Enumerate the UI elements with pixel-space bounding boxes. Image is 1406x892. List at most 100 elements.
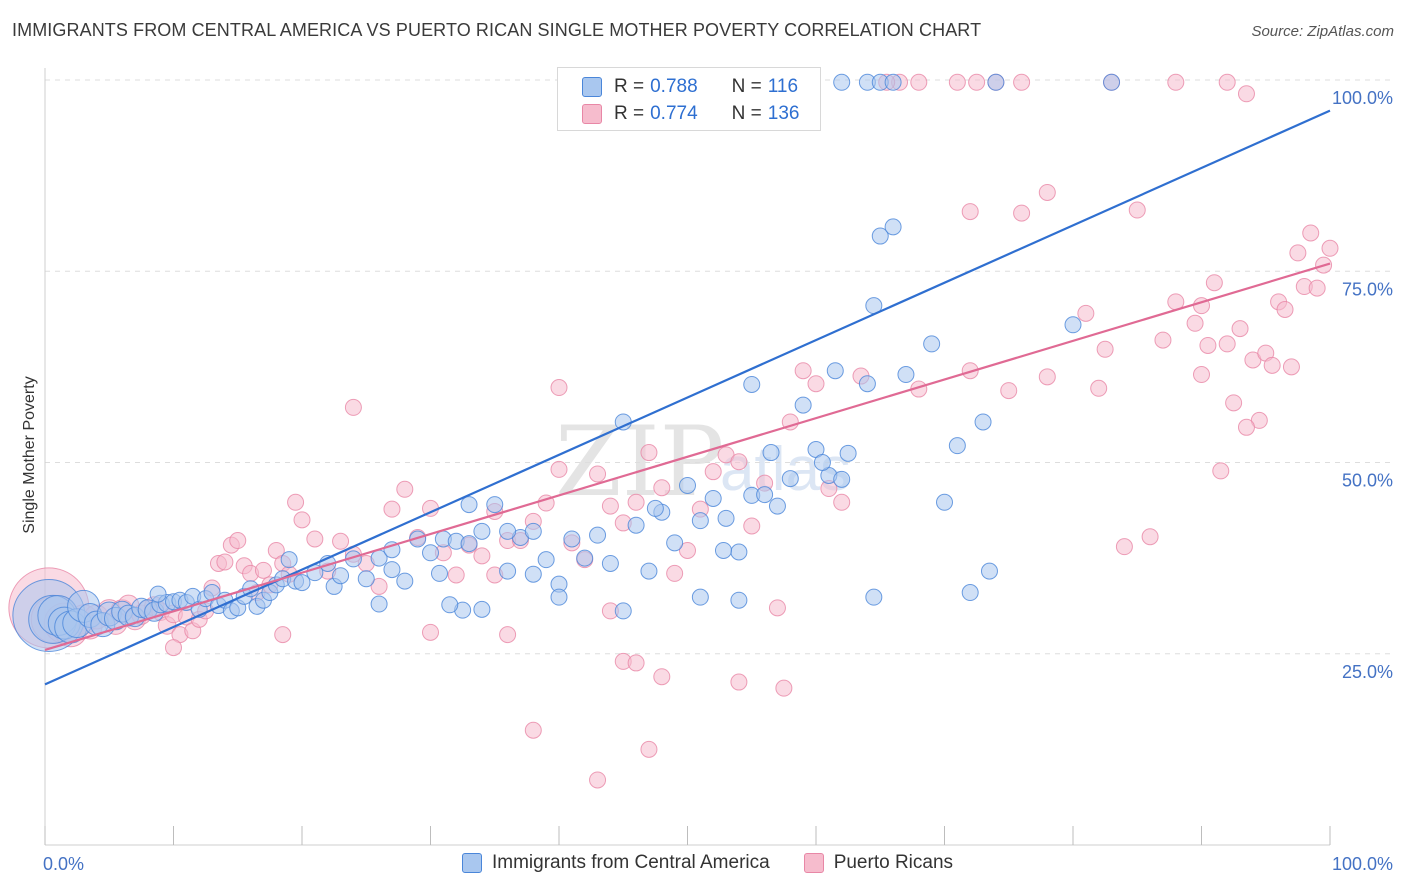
legend-swatch-pink bbox=[803, 853, 824, 873]
data-point bbox=[936, 493, 953, 511]
data-point bbox=[460, 535, 478, 553]
trend-lines bbox=[44, 109, 1331, 686]
data-point bbox=[1225, 394, 1243, 412]
data-point bbox=[627, 654, 645, 672]
data-point bbox=[229, 532, 247, 550]
data-point bbox=[550, 379, 568, 397]
data-point bbox=[499, 626, 517, 644]
data-point bbox=[460, 496, 478, 514]
data-point bbox=[794, 396, 812, 414]
data-point bbox=[717, 509, 735, 527]
data-point bbox=[601, 554, 619, 572]
data-point bbox=[679, 476, 696, 494]
y-tick-label: 25.0% bbox=[1342, 662, 1393, 682]
data-point bbox=[839, 444, 857, 462]
data-point bbox=[743, 517, 761, 535]
data-point bbox=[666, 564, 684, 582]
data-point bbox=[948, 73, 966, 91]
data-point bbox=[627, 516, 645, 534]
data-point bbox=[730, 453, 748, 471]
data-point bbox=[743, 375, 761, 393]
data-point bbox=[1167, 73, 1185, 91]
data-point bbox=[1218, 73, 1236, 91]
chart-title: IMMIGRANTS FROM CENTRAL AMERICA VS PUERT… bbox=[12, 20, 982, 40]
legend-item-puerto-ricans[interactable]: Puerto Ricans bbox=[803, 852, 953, 874]
data-point bbox=[1128, 201, 1146, 219]
data-point bbox=[1231, 320, 1249, 338]
data-point bbox=[537, 551, 555, 569]
chart-source: Source: ZipAtlas.com bbox=[1251, 23, 1394, 40]
y-tick-label: 100.0% bbox=[1332, 88, 1393, 108]
data-point bbox=[563, 530, 581, 548]
data-point bbox=[1141, 528, 1159, 546]
n-label: N = bbox=[731, 103, 762, 124]
data-point bbox=[614, 602, 632, 620]
data-point bbox=[601, 497, 619, 515]
data-point bbox=[646, 499, 664, 517]
data-point bbox=[897, 366, 915, 384]
data-point bbox=[653, 479, 671, 497]
data-point bbox=[1321, 239, 1339, 257]
stats-row-blue: R = 0.788 N = 116 bbox=[582, 74, 798, 100]
data-point bbox=[1064, 316, 1082, 334]
stats-row-pink: R = 0.774 N = 136 bbox=[582, 101, 799, 127]
data-point bbox=[357, 570, 375, 588]
data-point bbox=[730, 673, 748, 691]
data-point bbox=[781, 470, 799, 488]
data-point bbox=[1038, 183, 1056, 201]
r-value: 0.788 bbox=[650, 76, 698, 97]
axes bbox=[44, 68, 1331, 846]
data-point bbox=[473, 600, 491, 618]
data-point bbox=[1302, 224, 1320, 242]
data-point bbox=[1263, 356, 1281, 374]
data-point bbox=[280, 551, 298, 569]
data-point bbox=[550, 588, 568, 606]
data-point bbox=[1276, 301, 1294, 318]
stats-swatch-pink bbox=[582, 104, 602, 124]
legend-item-immigrants[interactable]: Immigrants from Central America bbox=[462, 852, 770, 874]
data-point bbox=[1096, 340, 1114, 358]
data-point bbox=[430, 564, 448, 582]
data-point bbox=[833, 493, 851, 511]
data-point bbox=[980, 562, 998, 580]
data-point bbox=[961, 203, 979, 221]
data-point bbox=[865, 588, 883, 606]
legend-swatch-blue bbox=[462, 853, 482, 873]
x-tick-label-min: 0.0% bbox=[43, 854, 84, 874]
data-point bbox=[1193, 366, 1210, 384]
data-point bbox=[524, 522, 542, 540]
data-point bbox=[1282, 358, 1300, 376]
data-point bbox=[473, 547, 491, 565]
data-point bbox=[974, 413, 992, 431]
data-point bbox=[1289, 244, 1307, 262]
data-point bbox=[775, 679, 793, 697]
legend: Immigrants from Central America Puerto R… bbox=[462, 852, 987, 874]
trend-line-blue bbox=[44, 109, 1331, 686]
r-label: R = bbox=[614, 103, 645, 124]
data-point bbox=[332, 532, 350, 550]
data-point bbox=[499, 522, 517, 540]
data-point bbox=[274, 626, 292, 644]
trend-line-pink bbox=[44, 262, 1331, 651]
data-point bbox=[422, 623, 439, 641]
y-tick-label: 50.0% bbox=[1342, 471, 1393, 491]
data-point bbox=[768, 497, 786, 515]
data-point bbox=[968, 73, 986, 91]
data-point bbox=[447, 566, 465, 584]
data-point bbox=[332, 567, 350, 585]
data-point bbox=[1308, 279, 1326, 297]
data-point bbox=[524, 721, 542, 739]
data-point bbox=[1000, 382, 1018, 400]
data-point bbox=[165, 639, 182, 657]
data-point bbox=[1013, 73, 1031, 91]
data-point bbox=[679, 541, 696, 559]
data-point bbox=[794, 362, 812, 380]
data-point bbox=[254, 561, 272, 579]
data-point bbox=[441, 596, 459, 614]
data-point bbox=[216, 553, 234, 571]
data-point bbox=[704, 489, 722, 507]
data-point bbox=[730, 591, 748, 609]
data-point bbox=[1077, 304, 1095, 322]
data-point bbox=[826, 362, 844, 380]
